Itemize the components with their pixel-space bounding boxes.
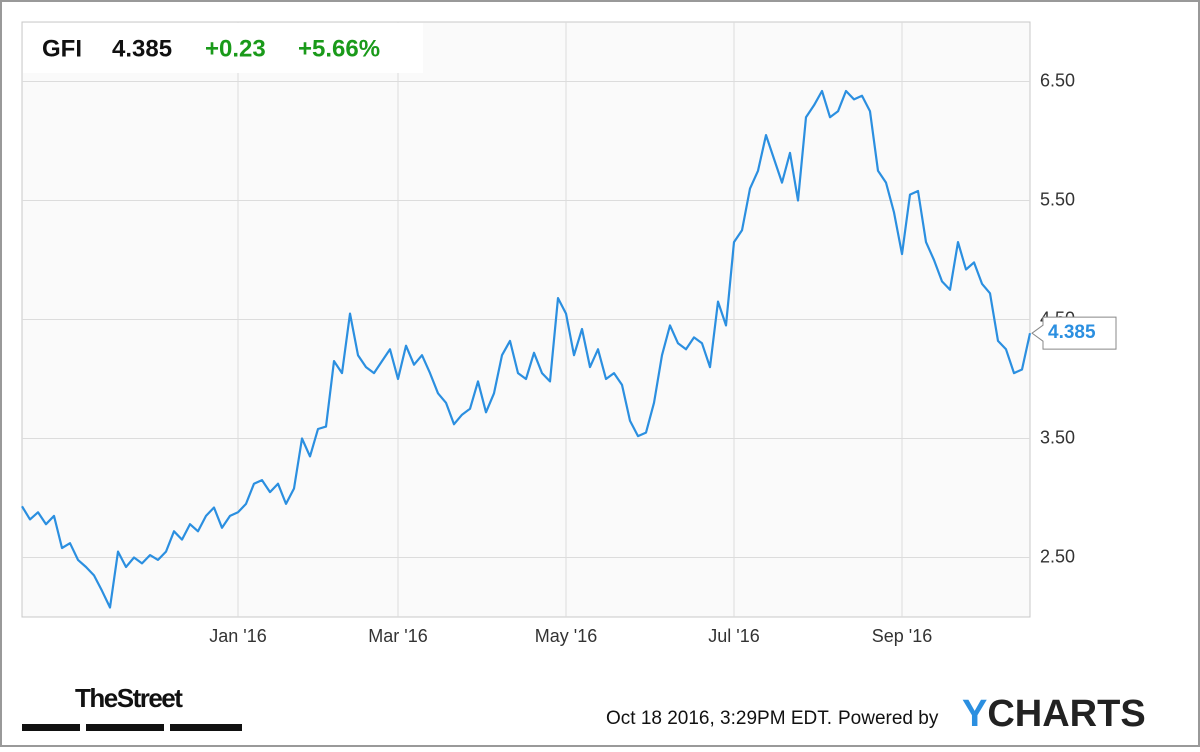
source-logo: TheStreet — [75, 683, 183, 713]
grid — [22, 22, 1030, 617]
y-tick-label: 3.50 — [1040, 427, 1075, 447]
last-price-label: 4.385 — [1048, 322, 1096, 343]
y-tick-label: 6.50 — [1040, 70, 1075, 90]
x-tick-label: Sep '16 — [872, 626, 933, 646]
ticker: GFI — [42, 35, 82, 62]
brand-rest: CHARTS — [987, 693, 1145, 735]
timestamp: Oct 18 2016, 3:29PM EDT. — [606, 708, 832, 729]
logo-bar — [22, 724, 80, 731]
y-tick-label: 5.50 — [1040, 189, 1075, 209]
x-tick-label: Jan '16 — [209, 626, 266, 646]
last-price-flag — [1031, 316, 1117, 350]
header-box — [23, 23, 423, 73]
x-tick-label: Jul '16 — [708, 626, 759, 646]
price: 4.385 — [112, 35, 172, 62]
powered-by: Powered by — [838, 708, 939, 729]
brand: YCHARTS — [962, 693, 1146, 735]
price-line — [21, 89, 1032, 609]
x-tick-label: Mar '16 — [368, 626, 427, 646]
series — [21, 89, 1032, 609]
logo-bar — [86, 724, 164, 731]
change: +0.23 — [205, 35, 266, 62]
change-pct: +5.66% — [298, 35, 380, 62]
brand-y: Y — [962, 693, 987, 735]
logo-bar — [170, 724, 242, 731]
x-tick-label: May '16 — [535, 626, 597, 646]
y-tick-label: 2.50 — [1040, 546, 1075, 566]
